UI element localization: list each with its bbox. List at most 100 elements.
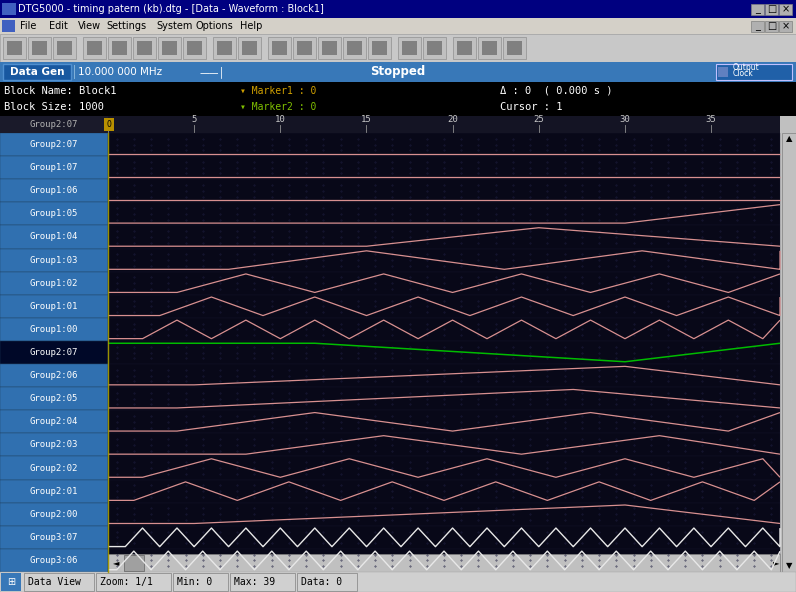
Bar — [457, 41, 472, 55]
Text: Data: 0: Data: 0 — [301, 577, 342, 587]
Text: Group2:04: Group2:04 — [29, 417, 78, 426]
Bar — [297, 573, 357, 591]
Bar — [108, 503, 780, 526]
Text: Group2:01: Group2:01 — [29, 487, 78, 496]
Bar — [0, 179, 108, 202]
Bar — [0, 34, 796, 62]
Text: Clock: Clock — [733, 69, 754, 79]
Text: 20: 20 — [447, 115, 458, 124]
Text: 30: 30 — [619, 115, 630, 124]
Text: ▼: ▼ — [786, 561, 792, 571]
Bar — [2, 20, 15, 32]
Bar — [0, 572, 796, 592]
Bar — [751, 4, 764, 15]
Bar — [108, 433, 780, 456]
Bar — [230, 573, 295, 591]
Bar — [402, 41, 417, 55]
Bar — [2, 3, 16, 15]
Bar — [57, 41, 72, 55]
Bar — [108, 179, 780, 202]
Bar — [108, 295, 780, 318]
Text: _: _ — [755, 4, 760, 14]
Bar — [0, 364, 108, 387]
Text: Group1:07: Group1:07 — [29, 163, 78, 172]
Bar — [718, 67, 728, 77]
Text: 10.000 000 MHz: 10.000 000 MHz — [78, 67, 162, 77]
Text: Output: Output — [733, 63, 759, 72]
Bar — [108, 480, 780, 503]
Bar — [398, 37, 421, 59]
Bar — [0, 318, 108, 341]
Bar — [503, 37, 526, 59]
Bar — [217, 41, 232, 55]
Bar — [108, 387, 780, 410]
Bar — [108, 456, 780, 480]
Bar — [108, 37, 131, 59]
Text: Δ : 0  ( 0.000 s ): Δ : 0 ( 0.000 s ) — [500, 85, 612, 95]
Bar — [0, 433, 108, 456]
Bar — [74, 65, 75, 79]
Bar — [24, 573, 94, 591]
Bar — [0, 341, 108, 364]
Bar — [782, 133, 796, 572]
Bar — [108, 202, 780, 226]
Text: □: □ — [767, 21, 777, 31]
Bar — [124, 555, 144, 571]
Bar — [108, 156, 780, 179]
Bar — [423, 37, 446, 59]
Bar — [507, 41, 522, 55]
Bar — [213, 37, 236, 59]
Text: Zoom: 1/1: Zoom: 1/1 — [100, 577, 153, 587]
Bar — [0, 387, 108, 410]
Bar — [108, 249, 780, 272]
Text: ►: ► — [773, 558, 779, 568]
Bar — [112, 41, 127, 55]
Bar — [343, 37, 366, 59]
Bar — [779, 21, 792, 32]
Bar — [765, 21, 778, 32]
Bar — [0, 18, 796, 34]
Bar — [83, 37, 106, 59]
Text: Group1:01: Group1:01 — [29, 302, 78, 311]
Bar — [0, 99, 796, 116]
Bar — [453, 37, 476, 59]
Text: 35: 35 — [706, 115, 716, 124]
Text: Group2:03: Group2:03 — [29, 440, 78, 449]
Text: Group2:07: Group2:07 — [29, 140, 78, 149]
Text: Group1:02: Group1:02 — [29, 279, 78, 288]
Bar — [242, 41, 257, 55]
Bar — [765, 4, 778, 15]
Bar — [0, 503, 108, 526]
Bar — [108, 116, 780, 133]
Bar — [751, 21, 764, 32]
Text: ⊞: ⊞ — [7, 577, 15, 587]
Bar — [187, 41, 202, 55]
Text: Stopped: Stopped — [370, 66, 426, 79]
Text: Data View: Data View — [28, 577, 81, 587]
Bar — [427, 41, 442, 55]
Text: Group2:05: Group2:05 — [29, 394, 78, 403]
Bar — [482, 41, 497, 55]
Bar — [108, 226, 780, 249]
Text: Group2:07: Group2:07 — [29, 120, 78, 129]
Bar — [272, 41, 287, 55]
Text: Cursor : 1: Cursor : 1 — [500, 102, 563, 112]
Bar — [0, 249, 108, 272]
Bar — [96, 573, 171, 591]
Bar — [268, 37, 291, 59]
Bar — [3, 37, 26, 59]
Text: Group3:07: Group3:07 — [29, 533, 78, 542]
Text: Data Gen: Data Gen — [10, 67, 64, 77]
Bar — [0, 62, 796, 82]
Text: ▲: ▲ — [786, 134, 792, 143]
Bar — [1, 573, 21, 591]
Bar — [108, 133, 780, 156]
Bar — [0, 82, 796, 99]
Bar — [0, 526, 108, 549]
Bar — [108, 341, 780, 364]
Bar — [716, 64, 792, 80]
Text: Group2:07: Group2:07 — [29, 348, 78, 357]
Bar — [7, 41, 22, 55]
Bar — [133, 37, 156, 59]
Text: ×: × — [782, 4, 790, 14]
